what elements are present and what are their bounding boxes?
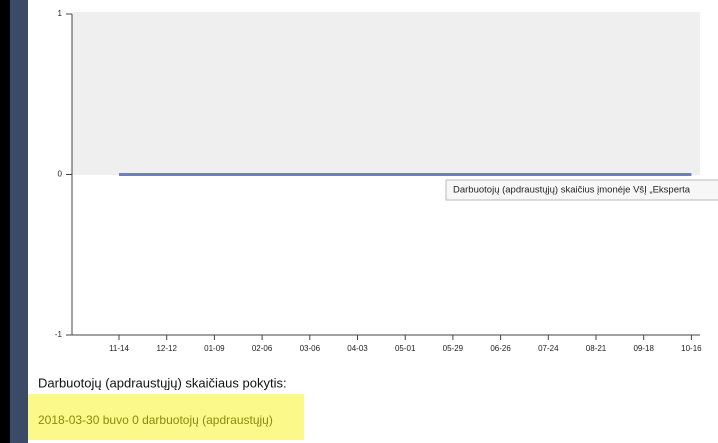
x-tick-label: 02-06: [252, 344, 273, 353]
x-tick-label: 05-29: [443, 344, 464, 353]
highlight-box: [28, 394, 304, 440]
x-tick-label: 05-01: [395, 344, 416, 353]
x-tick-label: 03-06: [300, 344, 321, 353]
x-tick-label: 06-26: [490, 344, 511, 353]
caption: Darbuotojų (apdraustųjų) skaičiaus pokyt…: [38, 375, 287, 390]
photo-strip: [10, 0, 28, 443]
x-tick-label: 01-09: [204, 344, 225, 353]
x-tick-label: 04-03: [347, 344, 368, 353]
tooltip-box: [445, 179, 718, 201]
x-tick-label: 09-18: [633, 344, 654, 353]
tooltip-text: Darbuotojų (apdraustųjų) skaičius įmonėj…: [453, 185, 691, 196]
x-tick-label: 12-12: [156, 344, 177, 353]
y-tick-label: 1: [58, 9, 63, 18]
highlight-text: 2018-03-30 buvo 0 darbuotojų (apdraustųj…: [38, 413, 273, 427]
y-tick-label: -1: [55, 330, 63, 339]
y-tick-label: 0: [58, 170, 63, 179]
edge-strip: [0, 0, 10, 443]
x-tick-label: 11-14: [109, 344, 129, 353]
x-tick-label: 08-21: [586, 344, 607, 353]
plot-area: [72, 12, 700, 175]
x-tick-label: 07-24: [538, 344, 559, 353]
x-tick-label: 10-16: [681, 344, 702, 353]
